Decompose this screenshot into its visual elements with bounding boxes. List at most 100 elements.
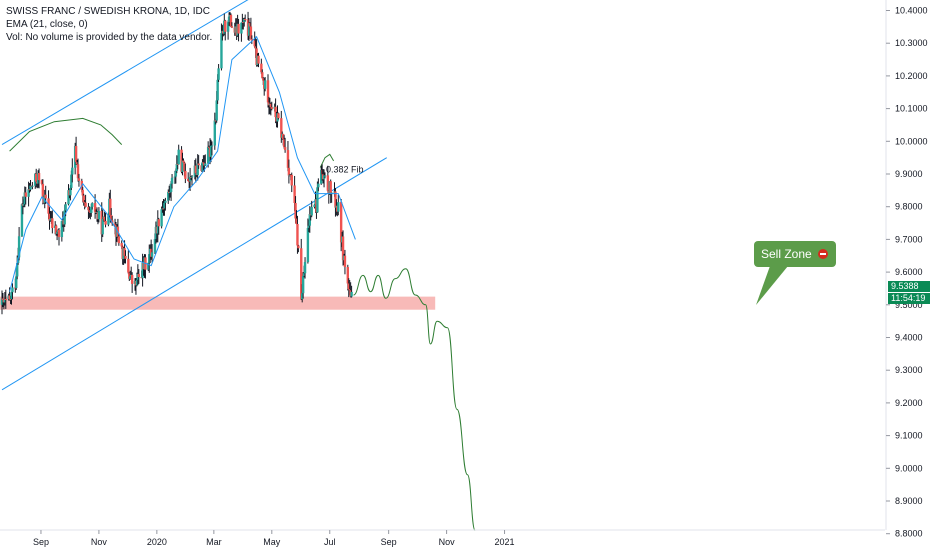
candle <box>3 292 7 306</box>
candle <box>0 290 4 315</box>
candle-body <box>48 213 51 221</box>
candle <box>160 206 163 229</box>
candle-body <box>210 145 214 147</box>
candle-body <box>334 191 337 208</box>
candle <box>249 17 253 40</box>
candle-body <box>3 298 7 303</box>
candle-body <box>0 298 4 305</box>
candle-body <box>257 55 260 64</box>
last-price-badge: 9.5388 <box>888 281 930 292</box>
ema-line <box>9 35 356 292</box>
candle <box>97 207 101 223</box>
candle-body <box>263 80 267 89</box>
candle-body <box>254 46 257 49</box>
sell-zone-rect[interactable] <box>0 296 436 310</box>
candle-body <box>51 218 54 229</box>
candle-body <box>303 262 307 274</box>
candle <box>167 189 170 204</box>
arc-drawing-fib[interactable] <box>319 153 335 168</box>
price-tick-label: 9.5000 <box>895 300 923 310</box>
trendline-channel-upper[interactable] <box>1 0 252 146</box>
candle <box>230 22 234 29</box>
candle <box>150 244 154 263</box>
candle-body <box>162 208 165 210</box>
candle <box>213 112 216 150</box>
price-axis[interactable]: 10.4000 10.3000 10.2000 10.1000 10.0000 9.900… <box>886 6 928 539</box>
candle-body <box>317 183 320 188</box>
candle-body <box>240 22 243 34</box>
candle-body <box>182 160 185 163</box>
candle-body <box>253 40 256 47</box>
candle-body <box>248 23 252 27</box>
trendlines[interactable] <box>1 0 388 391</box>
candle-body <box>224 20 227 32</box>
candle <box>23 186 26 208</box>
candle <box>169 181 173 201</box>
candle <box>240 22 243 42</box>
candle-body <box>69 187 72 196</box>
candle-body <box>63 210 66 225</box>
candle-body <box>187 181 191 183</box>
candle-body <box>10 292 13 300</box>
candle <box>250 35 254 45</box>
candle <box>347 278 350 298</box>
candle-body <box>323 175 327 177</box>
time-tick-label: 2021 <box>495 537 515 547</box>
candle-body <box>101 218 104 235</box>
candle <box>253 31 256 49</box>
candle <box>170 174 174 189</box>
candle-body <box>197 163 200 166</box>
price-tick-label: 10.0000 <box>895 136 928 146</box>
candle-body <box>329 181 332 194</box>
candle <box>295 210 298 225</box>
candle-body <box>164 200 167 203</box>
arc-drawing-left[interactable] <box>9 117 123 152</box>
candle <box>206 141 210 168</box>
candle-body <box>301 293 304 300</box>
candle-body <box>343 255 347 268</box>
candle-body <box>43 194 46 203</box>
candle-body <box>226 22 230 32</box>
candle <box>329 179 332 204</box>
candle-body <box>147 263 150 270</box>
candle <box>343 249 347 275</box>
candle <box>290 172 293 193</box>
candle-body <box>117 236 121 244</box>
projected-path[interactable] <box>353 268 476 531</box>
candle-body <box>283 146 287 151</box>
candle-body <box>169 183 173 193</box>
candle <box>71 158 74 183</box>
candle-body <box>290 174 293 186</box>
candle <box>117 233 121 246</box>
fib-annotation[interactable]: 0.382 Fib <box>321 164 364 175</box>
candle-body <box>350 291 353 297</box>
candle-body <box>168 192 172 194</box>
ema-legend[interactable]: EMA (21, close, 0) <box>6 19 88 30</box>
candle <box>181 152 184 176</box>
candle <box>287 159 291 184</box>
trendline-channel-lower[interactable] <box>1 157 388 391</box>
candle-body <box>316 187 319 213</box>
candle-body <box>150 252 154 257</box>
candle-body <box>103 216 106 221</box>
sell-zone-callout[interactable]: Sell Zone <box>754 241 836 305</box>
candle-body <box>110 215 113 221</box>
callout-pointer <box>756 266 788 305</box>
candle-body <box>127 258 130 273</box>
candle-body <box>269 103 273 108</box>
sell-zone-band <box>0 296 436 310</box>
candle <box>339 199 343 252</box>
time-axis[interactable]: Sep Nov 2020 Mar May Jul Sep Nov 2021 <box>0 529 885 547</box>
price-tick-label: 9.0000 <box>895 463 923 473</box>
candle-body <box>76 164 80 179</box>
callout-box <box>754 241 836 267</box>
time-tick-label: Nov <box>439 537 456 547</box>
candle <box>201 159 204 172</box>
symbol-title[interactable]: SWISS FRANC / SWEDISH KRONA, 1D, IDC <box>6 6 210 17</box>
candle-body <box>204 163 207 166</box>
candle <box>196 154 199 181</box>
candle-body <box>167 191 170 201</box>
freehand-drawings[interactable] <box>9 0 335 168</box>
